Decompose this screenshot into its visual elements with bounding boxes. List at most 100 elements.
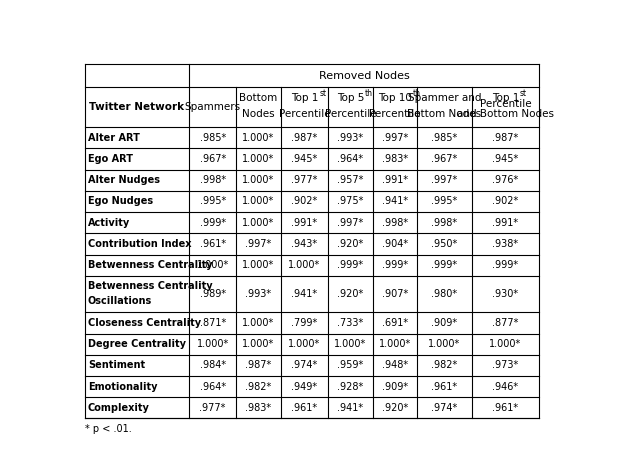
Text: .959*: .959*	[337, 361, 364, 370]
Text: .980*: .980*	[431, 289, 458, 299]
Text: .993*: .993*	[337, 133, 364, 143]
Text: .974*: .974*	[291, 361, 317, 370]
Text: .949*: .949*	[291, 381, 317, 391]
Text: .998*: .998*	[200, 175, 226, 185]
Text: 1.000*: 1.000*	[243, 339, 275, 349]
Text: .998*: .998*	[382, 218, 408, 228]
Text: Top 10: Top 10	[378, 93, 412, 103]
Text: .987*: .987*	[245, 361, 272, 370]
Text: .938*: .938*	[492, 239, 518, 249]
Text: Activity: Activity	[88, 218, 130, 228]
Text: Emotionality: Emotionality	[88, 381, 157, 391]
Text: .946*: .946*	[492, 381, 518, 391]
Text: .983*: .983*	[382, 154, 408, 164]
Text: Top 1: Top 1	[291, 93, 318, 103]
Text: .987*: .987*	[492, 133, 518, 143]
Text: .982*: .982*	[431, 361, 458, 370]
Text: .991*: .991*	[382, 175, 408, 185]
Text: .993*: .993*	[246, 289, 271, 299]
Text: .877*: .877*	[492, 318, 518, 328]
Text: .907*: .907*	[382, 289, 408, 299]
Text: .999*: .999*	[200, 218, 226, 228]
Text: .950*: .950*	[431, 239, 458, 249]
Text: Removed Nodes: Removed Nodes	[319, 71, 410, 81]
Text: 1.000*: 1.000*	[288, 260, 321, 270]
Text: Bottom Nodes: Bottom Nodes	[408, 109, 482, 119]
Text: Percentile: Percentile	[369, 109, 420, 119]
Text: .999*: .999*	[337, 260, 364, 270]
Text: .985*: .985*	[200, 133, 226, 143]
Text: .997*: .997*	[245, 239, 272, 249]
Text: th: th	[413, 89, 421, 98]
Text: .999*: .999*	[431, 260, 458, 270]
Text: 1.000*: 1.000*	[489, 339, 522, 349]
Text: .976*: .976*	[492, 175, 518, 185]
Text: .945*: .945*	[492, 154, 518, 164]
Text: .909*: .909*	[431, 318, 458, 328]
Text: .991*: .991*	[291, 218, 317, 228]
Text: .995*: .995*	[431, 197, 458, 207]
Text: Closeness Centrality: Closeness Centrality	[88, 318, 201, 328]
Text: .902*: .902*	[492, 197, 518, 207]
Text: .998*: .998*	[431, 218, 458, 228]
Text: Alter Nudges: Alter Nudges	[88, 175, 160, 185]
Text: Top 1: Top 1	[492, 93, 519, 103]
Text: .997*: .997*	[337, 218, 364, 228]
Text: 1.000*: 1.000*	[334, 339, 367, 349]
Text: .975*: .975*	[337, 197, 364, 207]
Text: 1.000*: 1.000*	[243, 197, 275, 207]
Text: .991*: .991*	[492, 218, 518, 228]
Text: Alter ART: Alter ART	[88, 133, 140, 143]
Text: .943*: .943*	[291, 239, 317, 249]
Text: .928*: .928*	[337, 381, 364, 391]
Text: .909*: .909*	[382, 381, 408, 391]
Text: .999*: .999*	[492, 260, 518, 270]
Text: .983*: .983*	[246, 403, 271, 413]
Text: .961*: .961*	[431, 381, 458, 391]
Text: Top 5: Top 5	[337, 93, 364, 103]
Text: .964*: .964*	[337, 154, 364, 164]
Text: .871*: .871*	[200, 318, 226, 328]
Text: .982*: .982*	[245, 381, 272, 391]
Text: .967*: .967*	[431, 154, 458, 164]
Text: Percentile: Percentile	[278, 109, 330, 119]
Text: Bottom: Bottom	[239, 93, 278, 103]
Text: .995*: .995*	[200, 197, 226, 207]
Text: Twitter Network: Twitter Network	[90, 102, 184, 112]
Text: .930*: .930*	[492, 289, 518, 299]
Text: .987*: .987*	[291, 133, 317, 143]
Text: Ego ART: Ego ART	[88, 154, 133, 164]
Text: 1.000*: 1.000*	[379, 339, 411, 349]
Text: 1.000*: 1.000*	[243, 154, 275, 164]
Text: 1.000*: 1.000*	[243, 318, 275, 328]
Text: Degree Centrality: Degree Centrality	[88, 339, 186, 349]
Text: st: st	[520, 89, 527, 98]
Text: .964*: .964*	[200, 381, 226, 391]
Text: Percentile: Percentile	[479, 99, 531, 109]
Text: .974*: .974*	[431, 403, 458, 413]
Text: 1.000*: 1.000*	[196, 260, 229, 270]
Text: and Bottom Nodes: and Bottom Nodes	[457, 109, 554, 119]
Text: .961*: .961*	[291, 403, 317, 413]
Text: .997*: .997*	[431, 175, 458, 185]
Text: 1.000*: 1.000*	[428, 339, 461, 349]
Text: th: th	[365, 89, 373, 98]
Text: Betwenness Centrality: Betwenness Centrality	[88, 281, 212, 291]
Text: .961*: .961*	[492, 403, 518, 413]
Text: Ego Nudges: Ego Nudges	[88, 197, 153, 207]
Text: .977*: .977*	[291, 175, 317, 185]
Text: Percentile: Percentile	[324, 109, 376, 119]
Text: Contribution Index: Contribution Index	[88, 239, 191, 249]
Text: .961*: .961*	[200, 239, 226, 249]
Text: .920*: .920*	[337, 239, 364, 249]
Text: .999*: .999*	[382, 260, 408, 270]
Text: .941*: .941*	[337, 403, 364, 413]
Text: .985*: .985*	[431, 133, 458, 143]
Text: .941*: .941*	[291, 289, 317, 299]
Text: .957*: .957*	[337, 175, 364, 185]
Text: st: st	[319, 89, 326, 98]
Text: Spammer and: Spammer and	[408, 93, 481, 103]
Text: Betwenness Centrality: Betwenness Centrality	[88, 260, 212, 270]
Text: .977*: .977*	[200, 403, 226, 413]
Text: .799*: .799*	[291, 318, 317, 328]
